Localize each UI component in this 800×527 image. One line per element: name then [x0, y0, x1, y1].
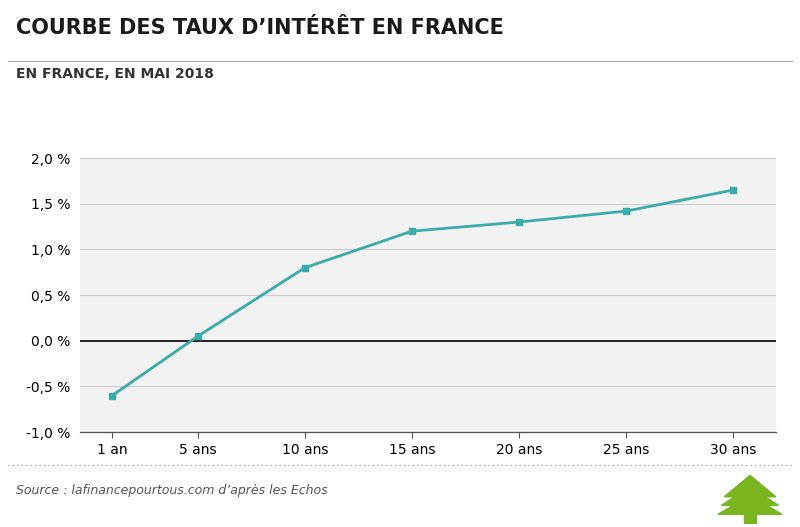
- Text: EN FRANCE, EN MAI 2018: EN FRANCE, EN MAI 2018: [16, 67, 214, 82]
- Polygon shape: [722, 487, 778, 505]
- Text: COURBE DES TAUX D’INTÉRÊT EN FRANCE: COURBE DES TAUX D’INTÉRÊT EN FRANCE: [16, 18, 504, 38]
- Polygon shape: [718, 495, 782, 514]
- Polygon shape: [724, 475, 776, 497]
- Text: Source : lafinancepourtous.com d’après les Echos: Source : lafinancepourtous.com d’après l…: [16, 484, 328, 497]
- Bar: [744, 510, 756, 524]
